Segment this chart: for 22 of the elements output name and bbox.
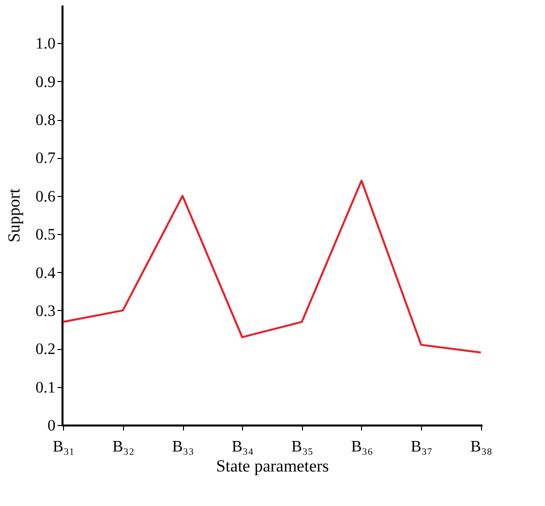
y-tick-label: 0.8: [36, 112, 56, 130]
y-tick-label: 0.1: [36, 379, 56, 396]
x-tick-label: B₃₂: [112, 438, 134, 456]
y-tick-label: 0.9: [36, 74, 56, 91]
x-tick-label: B₃₆: [351, 438, 373, 456]
line-series: [62, 180, 482, 354]
y-tick-label: 0.4: [36, 264, 56, 282]
y-axis-title: Support: [4, 188, 24, 242]
y-tick-label: 0.2: [36, 341, 56, 358]
x-tick-label: B₃₇: [410, 438, 433, 456]
x-tick-label: B₃₁: [52, 438, 75, 456]
y-tick-label: 0: [48, 418, 56, 434]
x-tick-label: B₃₃: [172, 438, 194, 456]
x-tick-label: B₃₄: [232, 438, 254, 456]
x-tick-label: B₃₈: [470, 438, 492, 456]
x-axis-title: State parameters: [216, 456, 329, 476]
x-tick-label: B₃₅: [291, 438, 314, 456]
y-tick-label: 1.0: [36, 36, 56, 53]
y-tick-label: 0.7: [36, 150, 56, 168]
y-tick-label: 0.3: [36, 302, 56, 320]
y-tick-label: 0.6: [36, 188, 56, 206]
y-tick-label: 0.5: [36, 226, 56, 244]
